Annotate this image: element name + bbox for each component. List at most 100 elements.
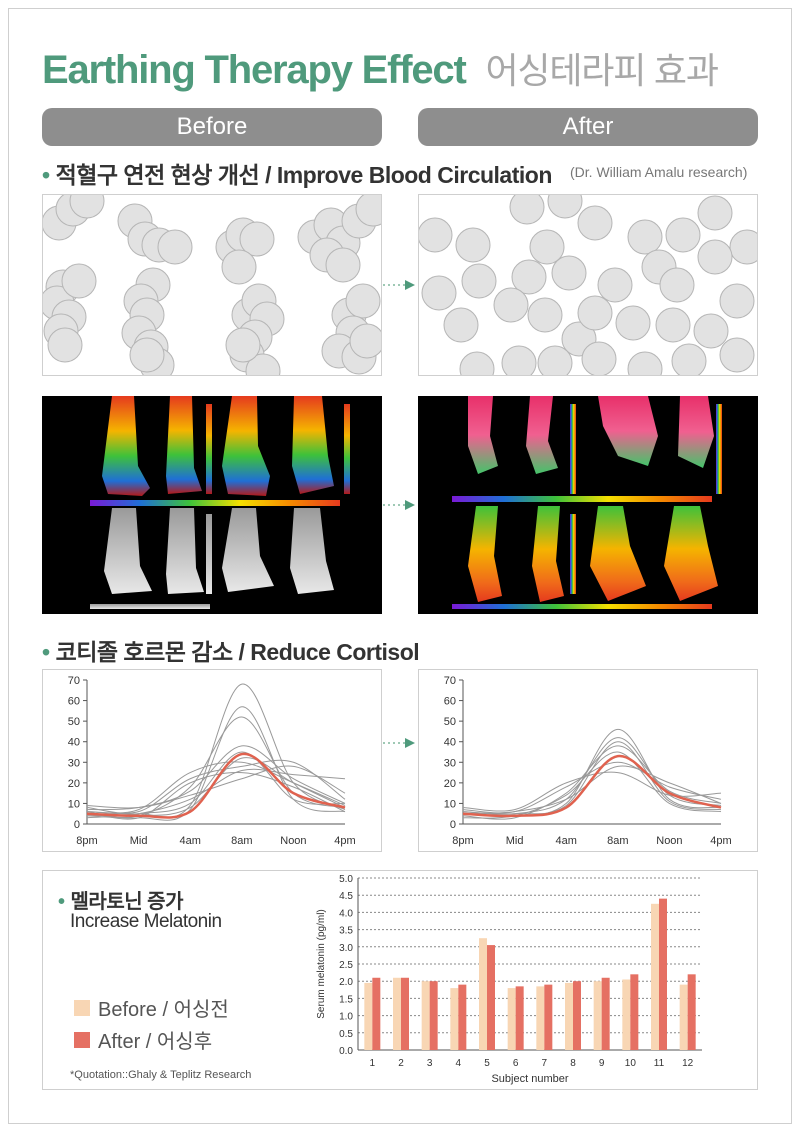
blood-cell — [239, 221, 275, 257]
y-tick-label: 20 — [444, 778, 456, 790]
cells-before-panel — [42, 194, 382, 376]
blood-cell — [245, 353, 281, 375]
series-line — [86, 772, 346, 820]
section-blood-title: 적혈구 연전 현상 개선 / Improve Blood Circulation — [55, 162, 553, 188]
bar-after — [573, 981, 581, 1050]
series-line — [86, 765, 346, 809]
melatonin-panel — [42, 870, 758, 1090]
x-tick-label: 9 — [599, 1058, 605, 1069]
arrow-right-icon — [383, 500, 415, 510]
blood-cell — [697, 239, 733, 275]
blood-cell — [719, 283, 755, 319]
y-tick-label: 50 — [444, 716, 456, 728]
x-tick-label: 5 — [484, 1058, 490, 1069]
legend-before: Before / 어싱전 — [74, 993, 229, 1022]
bar-before — [393, 977, 401, 1050]
blood-cell — [537, 345, 573, 375]
y-tick-label: 1.5 — [339, 994, 353, 1005]
series-line — [86, 768, 346, 819]
cortisol-after-chart: 70 60 50 40 30 20 10 0 8pm Mid 4am 8am Noon 4pm — [444, 675, 732, 847]
y-tick-label: 0.5 — [339, 1029, 353, 1040]
y-tick-label: 40 — [444, 737, 456, 749]
thermal-feet-illustration — [90, 396, 350, 609]
blood-cell — [527, 297, 563, 333]
blood-cell — [221, 249, 257, 285]
x-tick-label: 8pm — [76, 835, 97, 847]
y-tick-label: 60 — [444, 696, 456, 708]
blood-cell — [671, 343, 707, 375]
y-tick-label: 30 — [444, 757, 456, 769]
blood-cell — [729, 229, 757, 265]
y-tick-label: 5.0 — [339, 874, 353, 885]
x-tick-label: 3 — [427, 1058, 433, 1069]
bar-after — [687, 974, 696, 1050]
blood-cell — [655, 307, 691, 343]
series-line — [462, 741, 722, 815]
y-tick-label: 40 — [68, 737, 80, 749]
x-tick-label: Noon — [280, 835, 306, 847]
melatonin-heading: • 멜라토닌 증가 — [58, 885, 183, 914]
blood-cell — [577, 205, 613, 241]
melatonin-title: 멜라토닌 증가 — [70, 891, 184, 913]
bar-after — [601, 977, 610, 1050]
x-tick-label: 8am — [607, 835, 628, 847]
blood-cell — [349, 323, 381, 359]
blood-cell — [501, 345, 537, 375]
blood-cell — [455, 227, 491, 263]
bar-before — [679, 984, 688, 1050]
y-tick-label: 3.0 — [339, 943, 353, 954]
section-cortisol-heading: • 코티졸 호르몬 감소 / Reduce Cortisol — [42, 633, 420, 667]
blood-cell — [157, 229, 193, 265]
bar-before — [450, 988, 459, 1050]
x-tick-label: 10 — [625, 1058, 637, 1069]
separated-cells-illustration — [419, 195, 757, 375]
thermal-hands-illustration — [452, 396, 722, 609]
blood-cell — [345, 283, 381, 319]
blood-cell — [597, 267, 633, 303]
bar-before — [565, 982, 573, 1050]
bar-after — [401, 977, 409, 1050]
x-tick-label: 4pm — [334, 835, 355, 847]
legend-after: After / 어싱후 — [74, 1025, 212, 1054]
blood-cell — [529, 229, 565, 265]
bar-after — [659, 898, 667, 1050]
bar-before — [593, 981, 602, 1050]
blood-cell — [47, 327, 83, 363]
bullet-icon: • — [58, 891, 65, 913]
page-title: Earthing Therapy Effect 어싱테라피 효과 — [42, 42, 719, 94]
blood-cell — [69, 195, 105, 219]
x-tick-label: 7 — [542, 1058, 548, 1069]
blood-cell — [509, 195, 545, 225]
y-tick-label: 2.0 — [339, 977, 353, 988]
series-line — [86, 745, 346, 811]
x-tick-label: 8am — [231, 835, 252, 847]
x-tick-label: 1 — [370, 1058, 376, 1069]
clumped-cells-illustration — [43, 195, 381, 375]
x-tick-label: 4am — [555, 835, 576, 847]
blood-cell — [419, 217, 453, 253]
cortisol-after-panel: 70 60 50 40 30 20 10 0 8pm Mid 4am 8am Noon 4pm — [418, 669, 758, 852]
y-tick-label: 0 — [450, 819, 456, 831]
average-series-line — [462, 754, 722, 818]
y-tick-label: 30 — [68, 757, 80, 769]
bar-before — [364, 982, 373, 1050]
y-tick-label: 4.5 — [339, 891, 353, 902]
blood-cell — [693, 313, 729, 349]
series-line — [86, 761, 346, 814]
blood-cell — [627, 219, 663, 255]
arrow-right-icon — [383, 280, 415, 290]
x-tick-label: 8 — [570, 1058, 576, 1069]
blood-cell — [547, 195, 583, 219]
y-tick-label: 2.5 — [339, 960, 353, 971]
x-tick-label: 12 — [682, 1058, 694, 1069]
series-line — [462, 745, 722, 820]
blood-cell — [627, 351, 663, 375]
x-tick-label: Mid — [130, 835, 148, 847]
blood-cell — [325, 247, 361, 283]
x-tick-label: 4 — [456, 1058, 462, 1069]
page-frame — [8, 8, 792, 1124]
x-tick-label: 11 — [654, 1058, 665, 1069]
y-tick-label: 1.0 — [339, 1012, 353, 1023]
quotation-note: *Quotation::Ghaly & Teplitz Research — [70, 1069, 252, 1081]
y-tick-label: 0 — [74, 819, 80, 831]
